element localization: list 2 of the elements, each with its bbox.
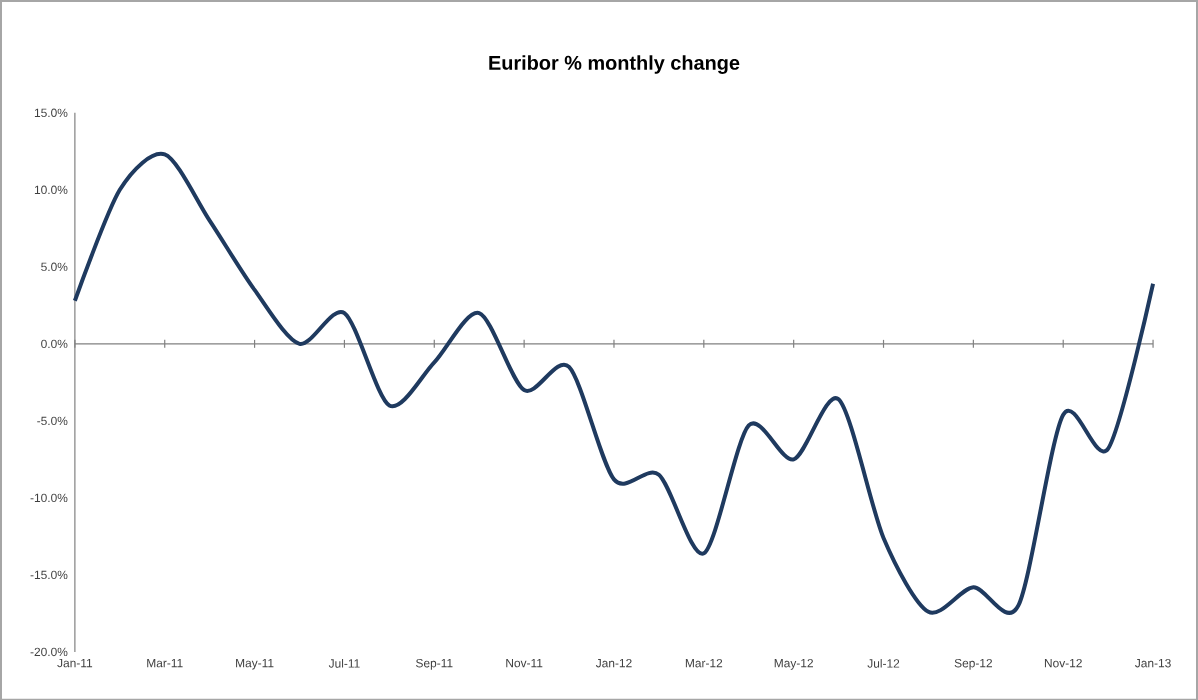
chart-title: Euribor % monthly change bbox=[489, 54, 740, 74]
line-series bbox=[72, 152, 1156, 614]
